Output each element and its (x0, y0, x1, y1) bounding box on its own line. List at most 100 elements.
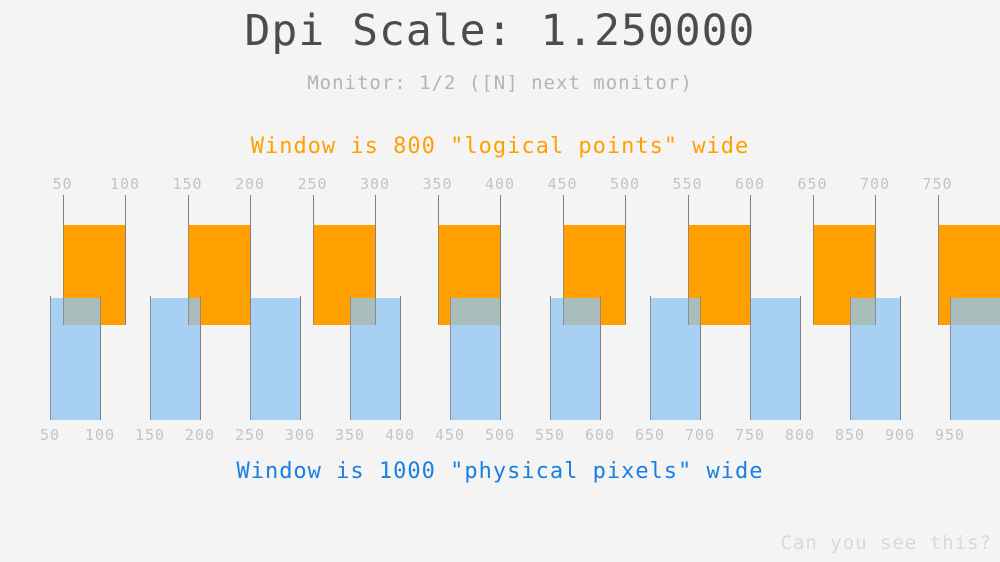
logical-point-bar (562, 225, 625, 325)
physical-tick-line-overlay (150, 296, 151, 420)
physical-tick-line-overlay (400, 296, 401, 420)
physical-tick-line (850, 296, 851, 420)
logical-tick-label: 750 (922, 175, 953, 193)
physical-tick-label: 50 (39, 426, 61, 444)
physical-tick-label: 250 (234, 426, 266, 444)
physical-tick-line-overlay (450, 296, 451, 420)
logical-point-bar (687, 225, 750, 325)
physical-tick-label: 950 (934, 426, 966, 444)
logical-tick-line-overlay (375, 195, 376, 325)
logical-tick-line-overlay (875, 195, 876, 325)
physical-tick-line (350, 296, 351, 420)
physical-tick-label: 550 (534, 426, 566, 444)
physical-tick-label: 200 (184, 426, 216, 444)
physical-tick-line-overlay (750, 296, 751, 420)
physical-tick-label: 650 (634, 426, 666, 444)
corner-visibility-note: Can you see this? (780, 532, 992, 554)
logical-tick-line (500, 195, 501, 325)
physical-tick-label: 450 (434, 426, 466, 444)
physical-tick-label: 850 (834, 426, 866, 444)
logical-tick-label: 150 (172, 175, 203, 193)
logical-tick-label: 250 (297, 175, 328, 193)
physical-tick-label: 800 (784, 426, 816, 444)
physical-tick-label: 600 (584, 426, 616, 444)
physical-tick-line-overlay (800, 296, 801, 420)
logical-tick-line (750, 195, 751, 325)
physical-tick-line (500, 296, 501, 420)
physical-pixel-bar (150, 298, 200, 420)
logical-tick-line (250, 195, 251, 325)
physical-tick-label: 150 (134, 426, 166, 444)
physical-tick-line-overlay (700, 296, 701, 420)
logical-tick-label: 600 (734, 175, 766, 193)
logical-tick-label: 650 (797, 175, 828, 193)
physical-tick-label: 350 (334, 426, 366, 444)
physical-tick-line (650, 296, 651, 420)
monitor-subtitle[interactable]: Monitor: 1/2 ([N] next monitor) (307, 72, 693, 94)
logical-tick-line (875, 195, 876, 325)
logical-tick-line (812, 195, 814, 325)
physical-pixel-bar (50, 298, 100, 420)
logical-tick-line-overlay (125, 195, 126, 325)
physical-tick-line (100, 296, 101, 420)
logical-tick-label: 50 (52, 175, 73, 193)
physical-tick-label: 500 (484, 426, 516, 444)
page-title: Dpi Scale: 1.250000 (244, 6, 756, 56)
physical-pixel-bar (250, 298, 300, 420)
physical-tick-line (550, 296, 551, 420)
physical-tick-line (400, 296, 401, 420)
logical-tick-line-overlay (62, 195, 64, 325)
physical-tick-line (50, 296, 51, 420)
physical-pixels-caption: Window is 1000 "physical pixels" wide (236, 459, 764, 484)
logical-tick-line-overlay (437, 195, 439, 325)
logical-tick-label: 400 (484, 175, 516, 193)
logical-tick-line-overlay (312, 195, 314, 325)
logical-point-bar (812, 225, 875, 325)
physical-tick-line-overlay (50, 296, 51, 420)
physical-tick-line (700, 296, 701, 420)
logical-tick-line (437, 195, 439, 325)
logical-point-bar (937, 225, 1000, 325)
physical-tick-line (300, 296, 301, 420)
physical-pixel-bar (750, 298, 800, 420)
physical-tick-line-overlay (650, 296, 651, 420)
logical-tick-line (937, 195, 939, 325)
logical-points-caption: Window is 800 "logical points" wide (250, 134, 750, 159)
physical-tick-line-overlay (850, 296, 851, 420)
logical-tick-label: 450 (547, 175, 578, 193)
logical-tick-line (625, 195, 626, 325)
logical-tick-line-overlay (937, 195, 939, 325)
physical-tick-line-overlay (250, 296, 251, 420)
logical-point-bar (187, 225, 250, 325)
physical-pixel-bar (350, 298, 400, 420)
physical-tick-label: 900 (884, 426, 916, 444)
physical-tick-line (250, 296, 251, 420)
logical-tick-line (562, 195, 564, 325)
physical-tick-line-overlay (500, 296, 501, 420)
logical-tick-line (375, 195, 376, 325)
physical-tick-line-overlay (550, 296, 551, 420)
physical-pixel-bar (850, 298, 900, 420)
logical-tick-line-overlay (500, 195, 501, 325)
physical-tick-line-overlay (600, 296, 601, 420)
physical-tick-line-overlay (200, 296, 201, 420)
logical-tick-line (312, 195, 314, 325)
logical-tick-label: 700 (859, 175, 891, 193)
physical-tick-line (150, 296, 151, 420)
physical-pixel-bar (650, 298, 700, 420)
physical-tick-line-overlay (950, 296, 951, 420)
logical-point-bar (437, 225, 500, 325)
physical-tick-line (750, 296, 751, 420)
logical-tick-line (62, 195, 64, 325)
physical-tick-line (200, 296, 201, 420)
physical-tick-label: 100 (84, 426, 116, 444)
logical-tick-line (687, 195, 689, 325)
physical-tick-line (800, 296, 801, 420)
logical-tick-label: 100 (109, 175, 141, 193)
physical-tick-label: 700 (684, 426, 716, 444)
physical-tick-line (900, 296, 901, 420)
logical-tick-label: 200 (234, 175, 266, 193)
physical-pixel-bar (950, 298, 1000, 420)
logical-tick-line-overlay (625, 195, 626, 325)
